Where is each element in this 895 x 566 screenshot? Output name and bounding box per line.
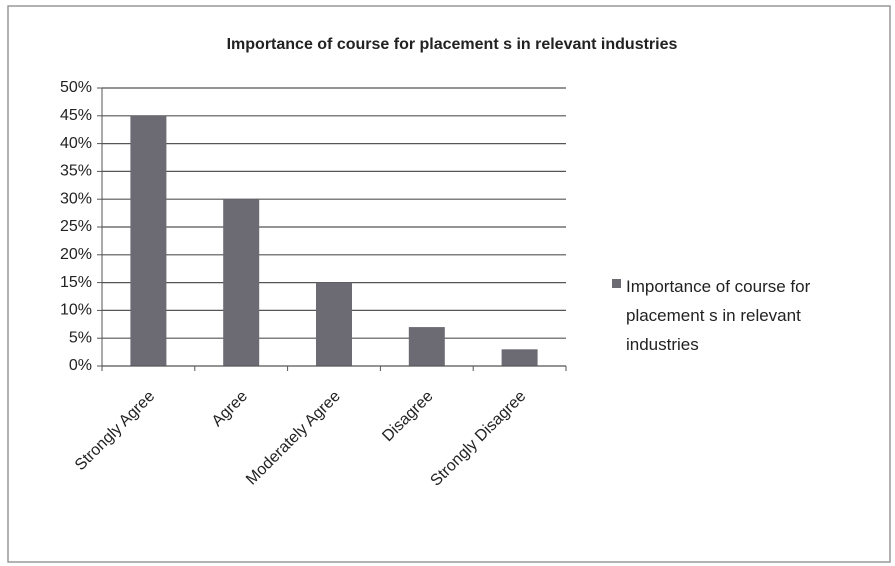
bar bbox=[316, 282, 352, 366]
bar bbox=[408, 327, 445, 366]
y-tick-label: 0% bbox=[69, 357, 92, 374]
y-tick-label: 5% bbox=[69, 329, 92, 346]
bar bbox=[130, 115, 167, 366]
legend-label: Importance of course for placement s in … bbox=[626, 277, 811, 354]
y-tick-label: 35% bbox=[60, 163, 92, 180]
chart-title: Importance of course for placement s in … bbox=[227, 36, 678, 53]
bar bbox=[223, 199, 260, 366]
y-tick-label: 40% bbox=[60, 135, 92, 152]
y-tick-label: 30% bbox=[60, 190, 92, 207]
y-tick-label: 50% bbox=[60, 79, 92, 96]
y-tick-label: 20% bbox=[60, 246, 92, 263]
legend-marker bbox=[612, 279, 621, 288]
y-tick-label: 25% bbox=[60, 218, 92, 235]
bar bbox=[501, 349, 538, 366]
y-tick-label: 10% bbox=[60, 302, 92, 319]
y-tick-label: 15% bbox=[60, 274, 92, 291]
y-tick-label: 45% bbox=[60, 107, 92, 124]
